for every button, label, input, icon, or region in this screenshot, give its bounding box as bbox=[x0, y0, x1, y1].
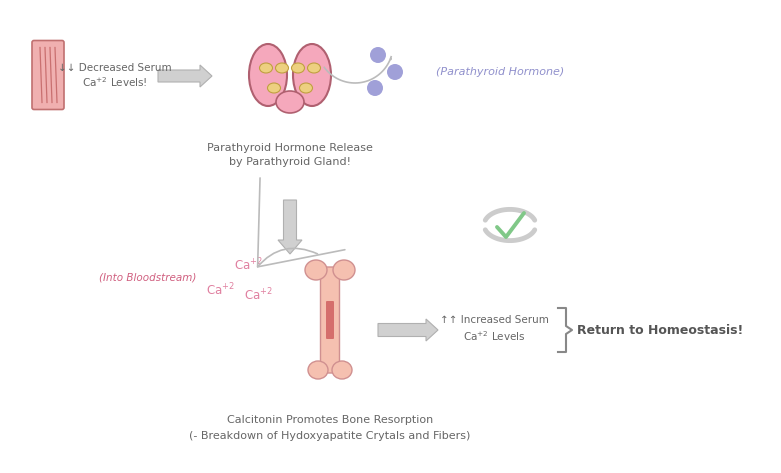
FancyBboxPatch shape bbox=[32, 41, 64, 110]
Ellipse shape bbox=[299, 83, 312, 93]
Ellipse shape bbox=[249, 44, 287, 106]
Text: Ca$^{+2}$ Levels!: Ca$^{+2}$ Levels! bbox=[82, 75, 148, 89]
FancyArrow shape bbox=[378, 319, 438, 341]
Ellipse shape bbox=[333, 260, 355, 280]
Ellipse shape bbox=[308, 361, 328, 379]
Ellipse shape bbox=[268, 83, 280, 93]
Text: by Parathyroid Gland!: by Parathyroid Gland! bbox=[229, 157, 351, 167]
FancyArrow shape bbox=[158, 65, 212, 87]
Ellipse shape bbox=[332, 361, 352, 379]
Text: Ca$^{+2}$: Ca$^{+2}$ bbox=[205, 282, 234, 298]
FancyBboxPatch shape bbox=[326, 301, 334, 339]
Text: Ca$^{+2}$ Levels: Ca$^{+2}$ Levels bbox=[462, 329, 526, 343]
Text: (Parathyroid Hormone): (Parathyroid Hormone) bbox=[436, 67, 564, 77]
Text: ↑↑ Increased Serum: ↑↑ Increased Serum bbox=[440, 315, 548, 325]
Ellipse shape bbox=[259, 63, 273, 73]
Text: Ca$^{+2}$: Ca$^{+2}$ bbox=[234, 257, 262, 273]
Ellipse shape bbox=[276, 91, 304, 113]
Text: Parathyroid Hormone Release: Parathyroid Hormone Release bbox=[207, 143, 373, 153]
Text: (Into Bloodstream): (Into Bloodstream) bbox=[99, 272, 197, 282]
FancyArrow shape bbox=[278, 200, 302, 254]
Text: Return to Homeostasis!: Return to Homeostasis! bbox=[577, 324, 744, 336]
Text: ↓↓ Decreased Serum: ↓↓ Decreased Serum bbox=[59, 63, 172, 73]
Ellipse shape bbox=[276, 63, 288, 73]
Circle shape bbox=[367, 80, 383, 96]
Ellipse shape bbox=[308, 63, 320, 73]
Ellipse shape bbox=[293, 44, 331, 106]
Text: (- Breakdown of Hydoxyapatite Crytals and Fibers): (- Breakdown of Hydoxyapatite Crytals an… bbox=[189, 431, 471, 441]
Text: Ca$^{+2}$: Ca$^{+2}$ bbox=[244, 287, 273, 303]
Circle shape bbox=[370, 47, 386, 63]
Ellipse shape bbox=[305, 260, 327, 280]
FancyBboxPatch shape bbox=[320, 267, 340, 373]
Circle shape bbox=[387, 64, 403, 80]
Text: Calcitonin Promotes Bone Resorption: Calcitonin Promotes Bone Resorption bbox=[226, 415, 433, 425]
Ellipse shape bbox=[291, 63, 305, 73]
